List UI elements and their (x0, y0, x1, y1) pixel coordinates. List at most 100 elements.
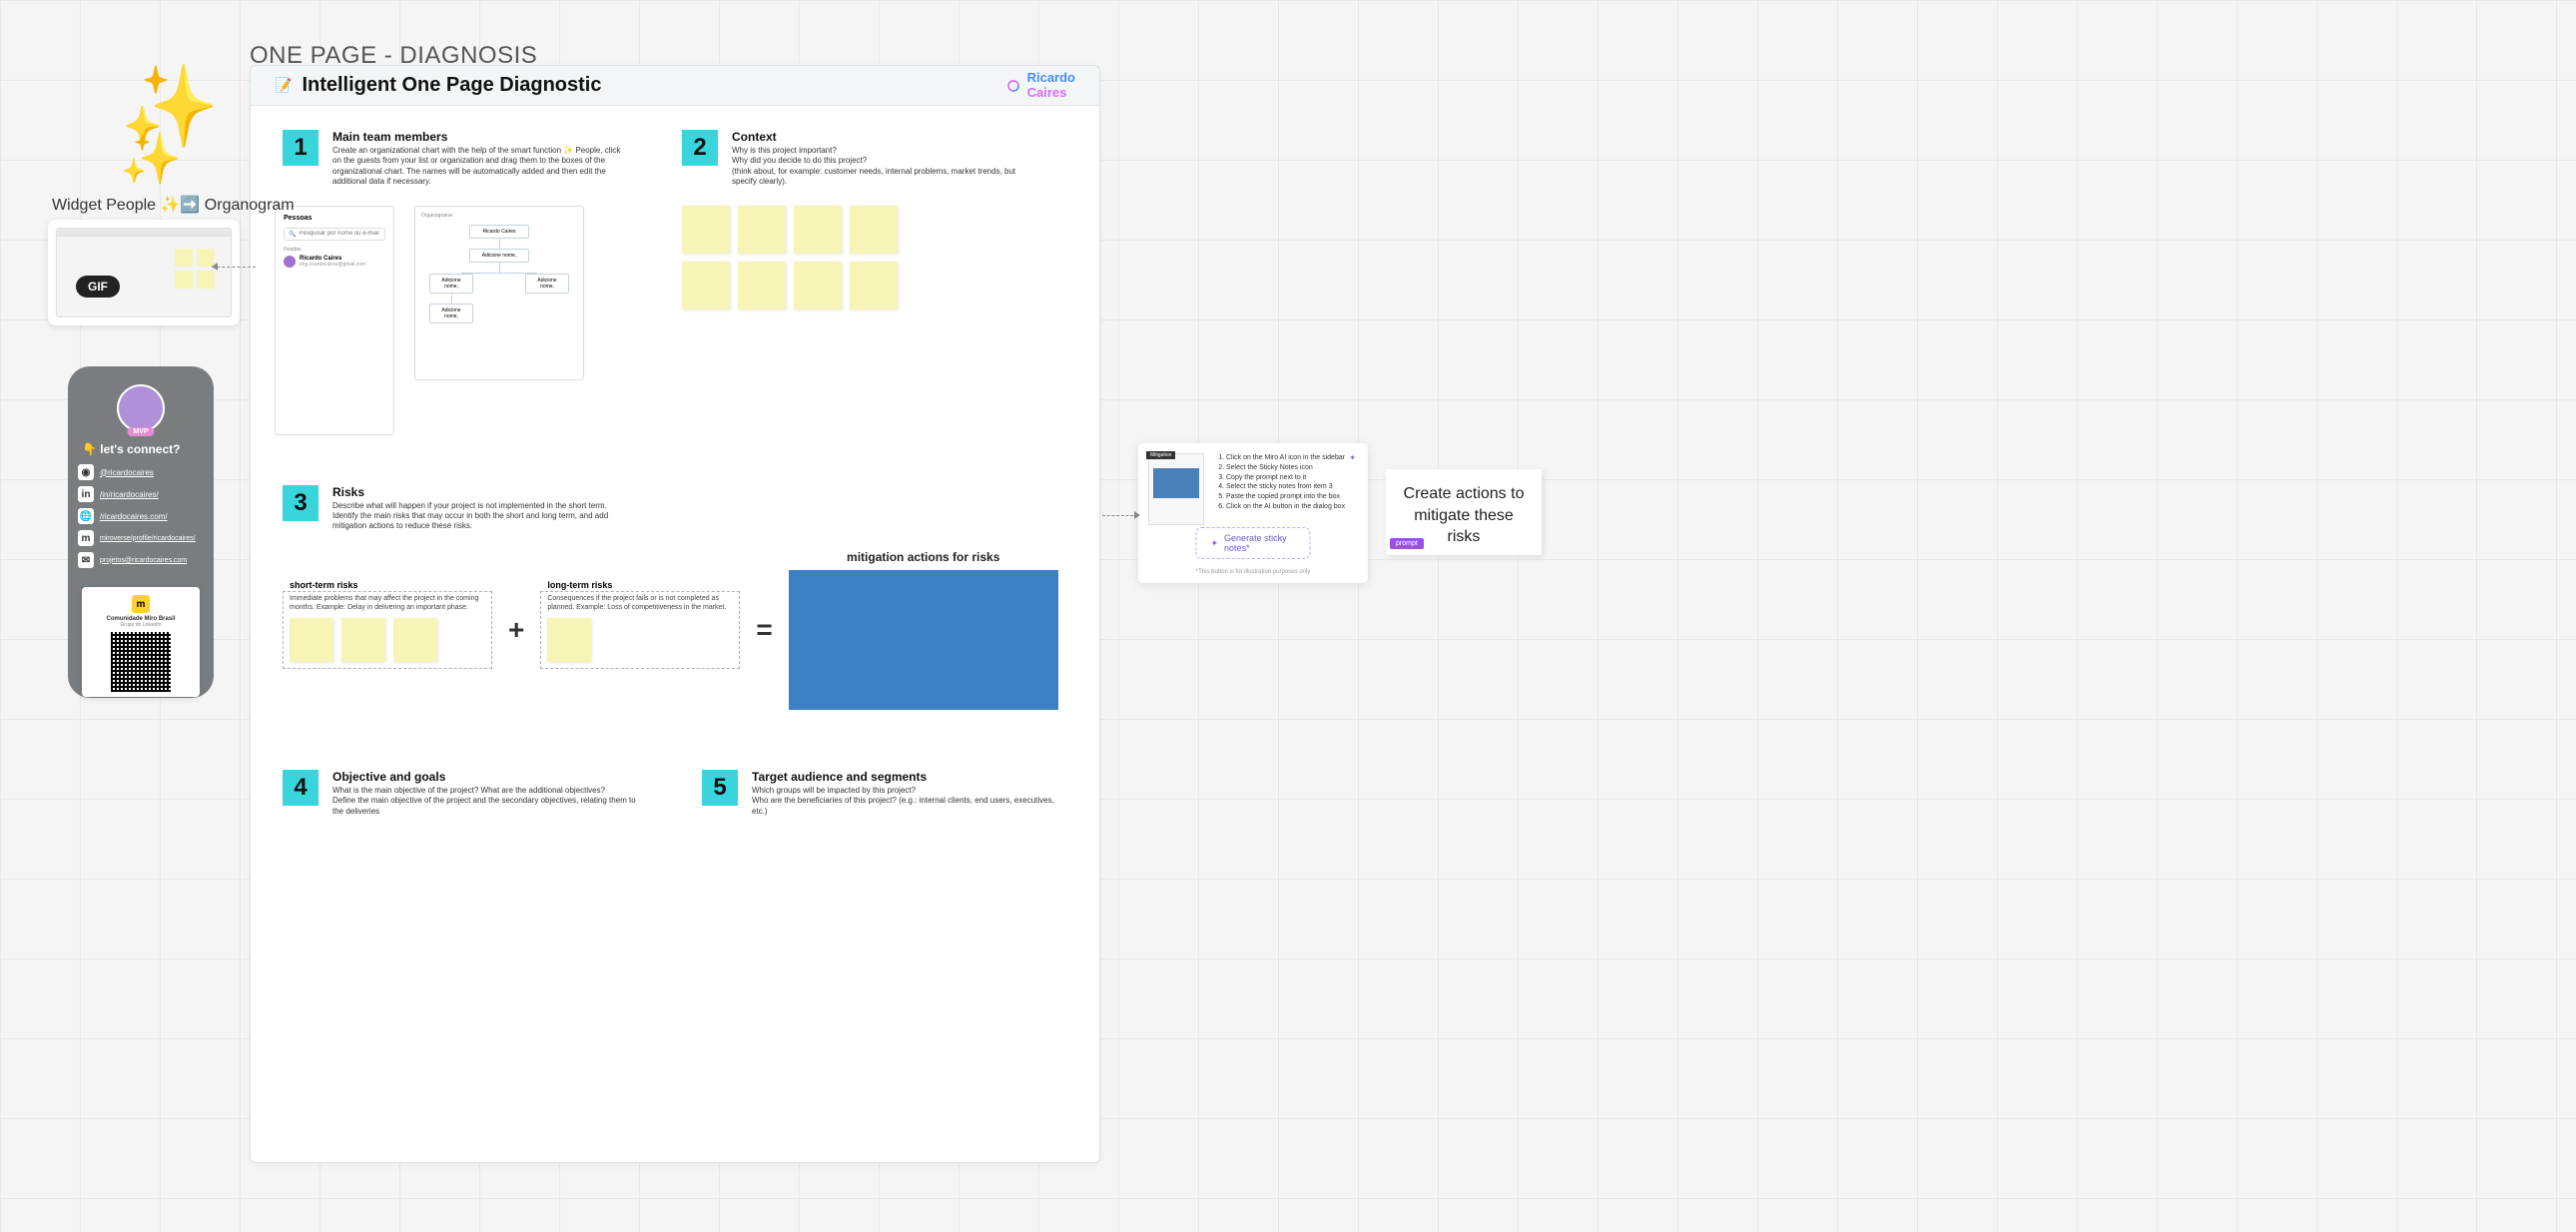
step1-desc: Create an organizational chart with the … (332, 146, 622, 188)
step4-desc: What is the main objective of the projec… (332, 786, 642, 817)
step5-desc: Which groups will be impacted by this pr… (752, 786, 1061, 817)
social-miroverse[interactable]: m miroverse/profile/ricardocaires/ (78, 530, 204, 546)
sticky-note[interactable] (393, 618, 437, 662)
prompt-text: Create actions to mitigate these risks (1404, 485, 1525, 545)
instagram-icon: ◉ (78, 464, 94, 480)
long-risks-title: long-term risks (547, 580, 733, 590)
org-node[interactable]: Adicione nome, (429, 274, 473, 294)
avatar (284, 256, 296, 268)
widget-people-card[interactable]: GIF (48, 220, 240, 325)
sticky-note[interactable] (794, 262, 842, 309)
social-instagram[interactable]: ◉ @ricardocaires (78, 464, 204, 480)
short-risks-title: short-term risks (290, 580, 485, 590)
diagnostic-board: 📝 Intelligent One Page Diagnostic Ricard… (250, 65, 1100, 1163)
miro-logo-icon: m (132, 595, 150, 613)
ai-sparkle-icon: ✦ (1349, 453, 1356, 462)
search-input[interactable] (299, 231, 380, 237)
ai-sparkle-icon: ✦ (1211, 538, 1219, 549)
org-root-node[interactable]: Ricardo Caires (469, 225, 529, 239)
social-web[interactable]: 🌐 /ricardocaires.com/ (78, 508, 204, 524)
sticky-note[interactable] (290, 618, 333, 662)
person-email: eng.ricardocaires@gmail.com (300, 262, 365, 268)
sticky-note[interactable] (682, 206, 730, 254)
step-4: 4 Objective and goals What is the main o… (283, 770, 642, 817)
prompt-tag: prompt (1390, 538, 1424, 549)
pinned-label: Fixadas (284, 247, 385, 253)
brand-logo: Ricardo Caires (1003, 71, 1075, 100)
org-chart-panel[interactable]: Organograma Ricardo Caires Adicione nome… (414, 206, 584, 380)
widget-label: Widget People ✨➡️ Organogram (52, 195, 295, 215)
sticky-note[interactable] (794, 206, 842, 254)
long-term-risks-box: long-term risks Consequences if the proj… (540, 591, 740, 669)
mvp-badge: MVP (127, 427, 154, 436)
step-1: 1 Main team members Create an organizati… (283, 130, 622, 188)
step-3: 3 Risks Describe what will happen if you… (283, 485, 1067, 532)
people-panel[interactable]: Pessoas 🔍 Fixadas Ricardo Caires eng.ric… (275, 206, 394, 435)
email-icon: ✉ (78, 552, 94, 568)
org-title: Organograma (421, 213, 577, 219)
instructions-thumbnail: Mitigation (1148, 453, 1204, 525)
qr-subtitle: Grupo do LinkedIn (90, 622, 192, 628)
linkedin-icon: in (78, 486, 94, 502)
step-number-1: 1 (283, 130, 319, 166)
context-sticky-grid (682, 206, 1061, 309)
long-risks-desc: Consequences if the project fails or is … (547, 594, 733, 612)
instr-item: Paste the copied prompt into the box (1226, 492, 1358, 502)
step-number-3: 3 (283, 485, 319, 521)
miro-icon: m (78, 530, 94, 546)
sticky-note[interactable] (850, 262, 898, 309)
mitigation-title: mitigation actions for risks (789, 550, 1058, 564)
instr-item: Select the Sticky Notes icon (1226, 463, 1358, 473)
short-risks-desc: Immediate problems that may affect the p… (290, 594, 485, 612)
social-email[interactable]: ✉ projetos@ricardocaires.com (78, 552, 204, 568)
step1-title: Main team members (332, 130, 622, 144)
step-5: 5 Target audience and segments Which gro… (702, 770, 1061, 817)
org-node[interactable]: Adicione nome, (525, 274, 569, 294)
step3-title: Risks (332, 485, 632, 499)
globe-icon: 🌐 (78, 508, 94, 524)
step2-title: Context (732, 130, 1031, 144)
connector-arrow (1102, 515, 1138, 516)
equals-operator: = (752, 614, 776, 646)
person-row[interactable]: Ricardo Caires eng.ricardocaires@gmail.c… (284, 256, 385, 268)
mitigation-box[interactable] (789, 570, 1058, 710)
sticky-note[interactable] (682, 262, 730, 309)
connector-arrow (212, 267, 256, 268)
sparkle-icon: ✨ (120, 130, 182, 189)
arrow-head-icon (1134, 511, 1140, 519)
board-title: Intelligent One Page Diagnostic (302, 74, 601, 97)
org-node[interactable]: Adicione nome, (469, 249, 529, 263)
step-number-5: 5 (702, 770, 738, 806)
step-number-4: 4 (283, 770, 319, 806)
board-header: 📝 Intelligent One Page Diagnostic Ricard… (251, 66, 1099, 106)
instr-item: Click on the Miro AI icon in the sidebar (1226, 453, 1358, 463)
brand-name-2: Caires (1027, 86, 1075, 100)
sticky-note[interactable] (850, 206, 898, 254)
step2-desc: Why is this project important? Why did y… (732, 146, 1031, 188)
note-icon: 📝 (275, 77, 292, 94)
sticky-note[interactable] (738, 262, 786, 309)
sticky-note[interactable] (738, 206, 786, 254)
people-panel-title: Pessoas (284, 215, 385, 222)
instr-item: Select the sticky notes from item 3 (1226, 482, 1358, 492)
short-term-risks-box: short-term risks Immediate problems that… (283, 591, 492, 669)
people-search[interactable]: 🔍 (284, 228, 385, 241)
step-2: 2 Context Why is this project important?… (682, 130, 1061, 188)
org-node[interactable]: Adicione nome, (429, 304, 473, 323)
ai-instructions-card: Mitigation ✦ Click on the Miro AI icon i… (1138, 443, 1368, 583)
profile-avatar: MVP (117, 384, 165, 432)
sticky-note[interactable] (341, 618, 385, 662)
instr-item: Copy the prompt next to it (1226, 473, 1358, 483)
generate-sticky-button[interactable]: ✦ Generate sticky notes* (1196, 527, 1311, 559)
prompt-sticky[interactable]: Create actions to mitigate these risks p… (1386, 469, 1542, 555)
step5-title: Target audience and segments (752, 770, 1061, 784)
connect-title: 👇 let's connect? (82, 442, 204, 456)
sticky-note[interactable] (547, 618, 591, 662)
search-icon: 🔍 (289, 231, 296, 238)
step-number-2: 2 (682, 130, 718, 166)
social-linkedin[interactable]: in /in/ricardocaires/ (78, 486, 204, 502)
qr-card: m Comunidade Miro Brasil Grupo do Linked… (82, 587, 200, 697)
gif-badge: GIF (76, 276, 120, 298)
brand-name-1: Ricardo (1027, 71, 1075, 85)
plus-operator: + (504, 614, 528, 646)
